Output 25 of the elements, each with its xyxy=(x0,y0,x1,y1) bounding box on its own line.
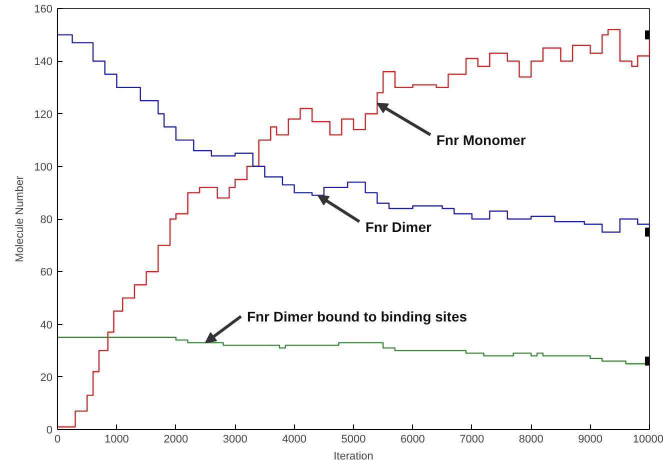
x-tick-label: 0 xyxy=(54,434,61,446)
x-tick-label: 4000 xyxy=(282,434,307,446)
y-tick-label: 100 xyxy=(34,161,53,174)
x-tick-label: 9000 xyxy=(578,434,603,446)
x-tick-label: 7000 xyxy=(460,434,484,446)
y-tick-label: 120 xyxy=(34,108,53,121)
y-tick-label: 80 xyxy=(40,214,53,226)
x-tick-label: 3000 xyxy=(222,434,248,446)
x-tick-label: 1000 xyxy=(104,434,129,446)
annotation: Fnr Dimer bound to binding sites xyxy=(246,308,468,324)
x-tick-label: 10000 xyxy=(632,434,663,446)
x-tick-label: 8000 xyxy=(518,434,544,446)
y-tick-label: 40 xyxy=(40,319,53,332)
y-axis-title: Molecule Number xyxy=(14,176,26,262)
annotation: Fnr Monomer xyxy=(436,132,526,148)
y-tick-label: 20 xyxy=(40,372,53,384)
y-tick-label: 140 xyxy=(34,56,53,68)
annotation: Fnr Dimer xyxy=(365,218,432,235)
x-axis-title: Iteration xyxy=(334,450,374,462)
y-tick-label: 160 xyxy=(34,4,53,16)
x-tick-label: 2000 xyxy=(164,434,188,446)
y-tick-label: 0 xyxy=(46,424,53,436)
x-tick-label: 6000 xyxy=(400,434,425,446)
x-tick-label: 5000 xyxy=(341,434,366,446)
y-tick-label: 60 xyxy=(40,266,53,279)
